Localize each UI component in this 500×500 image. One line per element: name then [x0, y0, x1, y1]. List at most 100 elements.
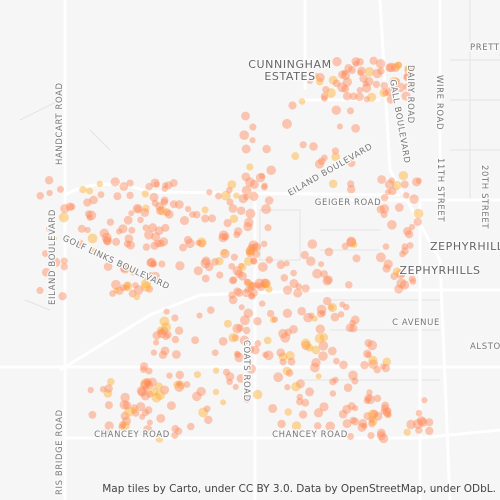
- heat-point: [254, 340, 262, 347]
- heat-point: [141, 282, 151, 292]
- heat-point: [160, 198, 169, 206]
- heat-point: [150, 241, 159, 250]
- heat-point: [155, 434, 164, 443]
- heat-point: [166, 372, 173, 379]
- heat-point: [255, 172, 266, 183]
- heat-point: [282, 308, 293, 318]
- road-label: HANDCART ROAD: [55, 82, 65, 165]
- heat-point: [388, 187, 397, 196]
- heat-point: [142, 243, 151, 251]
- heat-point: [243, 278, 250, 285]
- heat-point: [421, 397, 428, 404]
- heat-point: [320, 92, 329, 101]
- heat-point: [58, 292, 67, 301]
- heat-point: [120, 263, 130, 274]
- heat-point: [257, 262, 268, 272]
- heat-point: [183, 235, 193, 245]
- heat-point: [296, 393, 304, 401]
- heat-point: [243, 193, 250, 201]
- heat-point: [223, 319, 232, 328]
- heat-point: [128, 210, 135, 217]
- heat-point: [349, 324, 358, 333]
- heat-point: [60, 204, 70, 214]
- road-label: COATS ROAD: [241, 340, 251, 402]
- heat-point: [104, 384, 113, 393]
- heat-point: [368, 355, 378, 366]
- heat-point: [373, 394, 382, 403]
- heat-point: [130, 407, 138, 414]
- heat-point: [284, 408, 292, 416]
- heat-point: [120, 421, 130, 431]
- heat-point: [45, 225, 53, 233]
- heat-point: [355, 57, 364, 66]
- heat-point: [238, 271, 247, 281]
- heat-point: [212, 388, 220, 396]
- heat-point: [200, 258, 211, 269]
- heat-point: [300, 338, 311, 349]
- heat-point: [265, 256, 274, 264]
- heat-point: [268, 403, 278, 414]
- heat-point: [342, 77, 353, 87]
- heat-point: [157, 239, 165, 248]
- heat-point: [220, 248, 230, 259]
- heat-point: [197, 237, 207, 248]
- heat-point: [241, 185, 252, 196]
- heat-point: [106, 218, 115, 226]
- heat-point: [121, 416, 132, 426]
- heat-point: [260, 240, 268, 248]
- heat-point: [133, 293, 141, 301]
- heat-point: [382, 264, 391, 273]
- heat-point: [126, 191, 134, 200]
- heat-point: [244, 287, 251, 294]
- heat-point: [389, 76, 399, 87]
- heat-point: [319, 402, 329, 412]
- heat-point: [381, 364, 391, 373]
- road-label: DAIRY ROAD: [405, 65, 415, 124]
- heat-point: [398, 270, 406, 278]
- heat-point: [233, 231, 241, 239]
- heat-point: [226, 378, 233, 386]
- heat-point: [157, 206, 168, 216]
- heat-point: [186, 422, 195, 431]
- heat-point: [171, 431, 179, 439]
- heat-point: [300, 250, 309, 260]
- heat-point: [196, 386, 206, 397]
- heat-point: [36, 192, 44, 200]
- heat-point: [155, 206, 165, 215]
- heat-point: [331, 147, 340, 155]
- heat-point: [308, 312, 315, 319]
- heat-point: [169, 200, 178, 209]
- heat-point: [358, 418, 368, 428]
- heat-points: [36, 56, 434, 444]
- heat-point: [154, 226, 164, 236]
- heat-point: [395, 61, 403, 69]
- heat-point: [238, 263, 247, 272]
- heat-point: [203, 405, 211, 413]
- heat-point: [228, 204, 238, 213]
- heat-point: [320, 270, 328, 278]
- heat-point: [291, 152, 300, 161]
- heat-point: [276, 348, 285, 357]
- heat-point: [235, 269, 244, 278]
- heat-point: [239, 315, 250, 326]
- heat-point: [126, 240, 135, 250]
- heat-point: [305, 387, 315, 397]
- heat-point: [381, 404, 389, 412]
- heat-point: [252, 389, 263, 400]
- heat-point: [88, 410, 97, 419]
- heat-point: [404, 64, 412, 72]
- heat-point: [342, 404, 352, 414]
- heat-point: [163, 208, 171, 217]
- heat-point: [412, 177, 422, 187]
- heat-point: [364, 66, 375, 77]
- heat-point: [206, 189, 213, 196]
- heat-point: [403, 73, 411, 82]
- heat-point: [404, 230, 414, 239]
- heat-point: [207, 306, 215, 314]
- heat-point: [122, 281, 133, 291]
- heat-point: [351, 124, 360, 133]
- heat-point: [375, 59, 386, 69]
- heat-point: [339, 301, 346, 308]
